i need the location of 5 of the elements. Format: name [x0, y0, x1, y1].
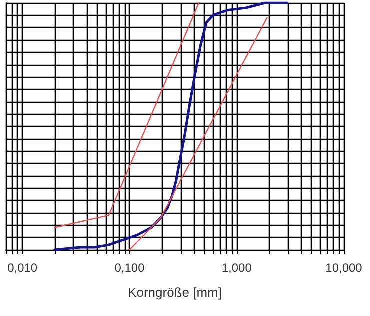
x-axis-title: Korngröße [mm] [128, 285, 222, 300]
x-tick-label: 0,100 [114, 261, 146, 275]
x-tick-label: 0,010 [8, 261, 38, 275]
x-tick-label: 1,000 [222, 261, 252, 275]
x-tick-label: 10,000 [326, 261, 363, 275]
